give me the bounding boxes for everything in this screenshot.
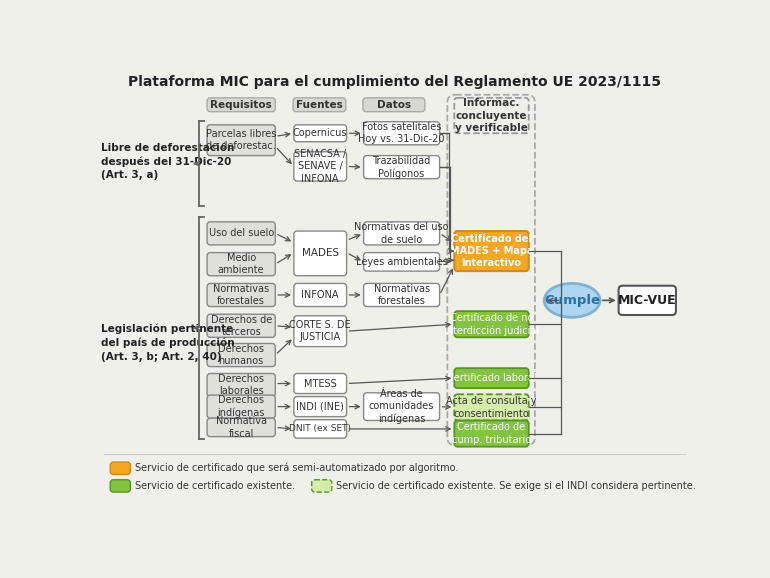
Text: Normativas
forestales: Normativas forestales [373, 284, 430, 306]
Text: Uso del suelo: Uso del suelo [209, 228, 274, 238]
FancyBboxPatch shape [110, 462, 130, 475]
FancyBboxPatch shape [207, 253, 276, 276]
FancyBboxPatch shape [363, 122, 440, 145]
FancyBboxPatch shape [363, 283, 440, 306]
Text: Certificado laboral: Certificado laboral [447, 373, 537, 383]
Text: Certificado de
cump. tributario: Certificado de cump. tributario [452, 423, 531, 444]
Text: Parcelas libres
de deforestac.: Parcelas libres de deforestac. [206, 129, 276, 151]
Text: Fotos satelitales
Hoy vs. 31-Dic-20: Fotos satelitales Hoy vs. 31-Dic-20 [358, 122, 445, 144]
Text: Leyes ambientales: Leyes ambientales [356, 257, 447, 267]
Text: Servicio de certificado existente. Se exige si el INDI considera pertinente.: Servicio de certificado existente. Se ex… [336, 481, 696, 491]
Text: Libre de deforestación
después del 31-Dic-20
(Art. 3, a): Libre de deforestación después del 31-Di… [101, 143, 234, 180]
Text: Informac.
concluyente
y verificable: Informac. concluyente y verificable [455, 98, 528, 133]
Ellipse shape [544, 283, 600, 317]
FancyBboxPatch shape [363, 393, 440, 420]
FancyBboxPatch shape [454, 420, 529, 447]
Text: Normativas
forestales: Normativas forestales [213, 284, 270, 306]
Text: Copernicus: Copernicus [293, 128, 347, 138]
Text: Derechos de
terceros: Derechos de terceros [210, 314, 272, 337]
FancyBboxPatch shape [454, 368, 529, 388]
FancyBboxPatch shape [294, 125, 346, 142]
Text: DNIT (ex SET): DNIT (ex SET) [290, 424, 351, 434]
FancyBboxPatch shape [207, 98, 276, 112]
FancyBboxPatch shape [207, 418, 276, 436]
FancyBboxPatch shape [294, 373, 346, 394]
Text: Servicio de certificado existente.: Servicio de certificado existente. [135, 481, 295, 491]
FancyBboxPatch shape [294, 231, 346, 276]
Text: Derechos
humanos: Derechos humanos [218, 344, 264, 366]
Text: MADES: MADES [302, 249, 339, 258]
Text: CORTE S. DE
JUSTICIA: CORTE S. DE JUSTICIA [290, 320, 351, 342]
FancyBboxPatch shape [454, 98, 529, 134]
FancyBboxPatch shape [454, 231, 529, 271]
FancyBboxPatch shape [618, 286, 676, 315]
FancyBboxPatch shape [207, 125, 276, 155]
Text: Requisitos: Requisitos [210, 100, 272, 110]
Text: Servicio de certificado que será semi-automatizado por algoritmo.: Servicio de certificado que será semi-au… [135, 463, 458, 473]
Text: Áreas de
comunidades
indígenas: Áreas de comunidades indígenas [369, 389, 434, 424]
Text: Datos: Datos [377, 100, 411, 110]
FancyBboxPatch shape [294, 420, 346, 438]
Text: MTESS: MTESS [304, 379, 336, 388]
Text: SENACSA /
SENAVE /
INFONA: SENACSA / SENAVE / INFONA [294, 149, 346, 184]
FancyBboxPatch shape [363, 155, 440, 179]
FancyBboxPatch shape [294, 316, 346, 347]
Text: Derechos
indígenas: Derechos indígenas [217, 395, 265, 418]
FancyBboxPatch shape [312, 480, 332, 492]
Text: Fuentes: Fuentes [296, 100, 343, 110]
Text: Acta de consulta y
consentimiento: Acta de consulta y consentimiento [447, 396, 537, 418]
FancyBboxPatch shape [207, 343, 276, 366]
Text: Legislación pertinente
del país de producción
(Art. 3, b; Art. 2, 40): Legislación pertinente del país de produ… [101, 324, 235, 361]
FancyBboxPatch shape [207, 314, 276, 338]
FancyBboxPatch shape [363, 98, 425, 112]
FancyBboxPatch shape [207, 395, 276, 418]
Text: Certificado del
MADES + Mapa
Interactivo: Certificado del MADES + Mapa Interactivo [450, 234, 534, 268]
FancyBboxPatch shape [294, 397, 346, 417]
FancyBboxPatch shape [454, 394, 529, 420]
FancyBboxPatch shape [294, 283, 346, 306]
FancyBboxPatch shape [110, 480, 130, 492]
FancyBboxPatch shape [207, 283, 276, 306]
Text: INDI (INE): INDI (INE) [296, 402, 344, 412]
Text: Normativas del uso
de suelo: Normativas del uso de suelo [354, 222, 449, 244]
FancyBboxPatch shape [207, 373, 276, 397]
Text: Certificado de no
interdicción judicial: Certificado de no interdicción judicial [444, 313, 539, 336]
FancyBboxPatch shape [207, 222, 276, 245]
Text: Normativa
fiscal: Normativa fiscal [216, 416, 266, 439]
FancyBboxPatch shape [363, 253, 440, 271]
Text: Medio
ambiente: Medio ambiente [218, 253, 264, 275]
Text: Derechos
laborales: Derechos laborales [218, 374, 264, 397]
Text: INFONA: INFONA [302, 290, 339, 300]
FancyBboxPatch shape [454, 311, 529, 338]
Text: Cumple: Cumple [544, 294, 600, 307]
Text: Trazabilidad
Polígonos: Trazabilidad Polígonos [373, 155, 430, 179]
FancyBboxPatch shape [293, 98, 346, 112]
Text: Plataforma MIC para el cumplimiento del Reglamento UE 2023/1115: Plataforma MIC para el cumplimiento del … [128, 75, 661, 88]
Text: MIC-VUE: MIC-VUE [618, 294, 677, 307]
FancyBboxPatch shape [294, 152, 346, 181]
FancyBboxPatch shape [363, 222, 440, 245]
